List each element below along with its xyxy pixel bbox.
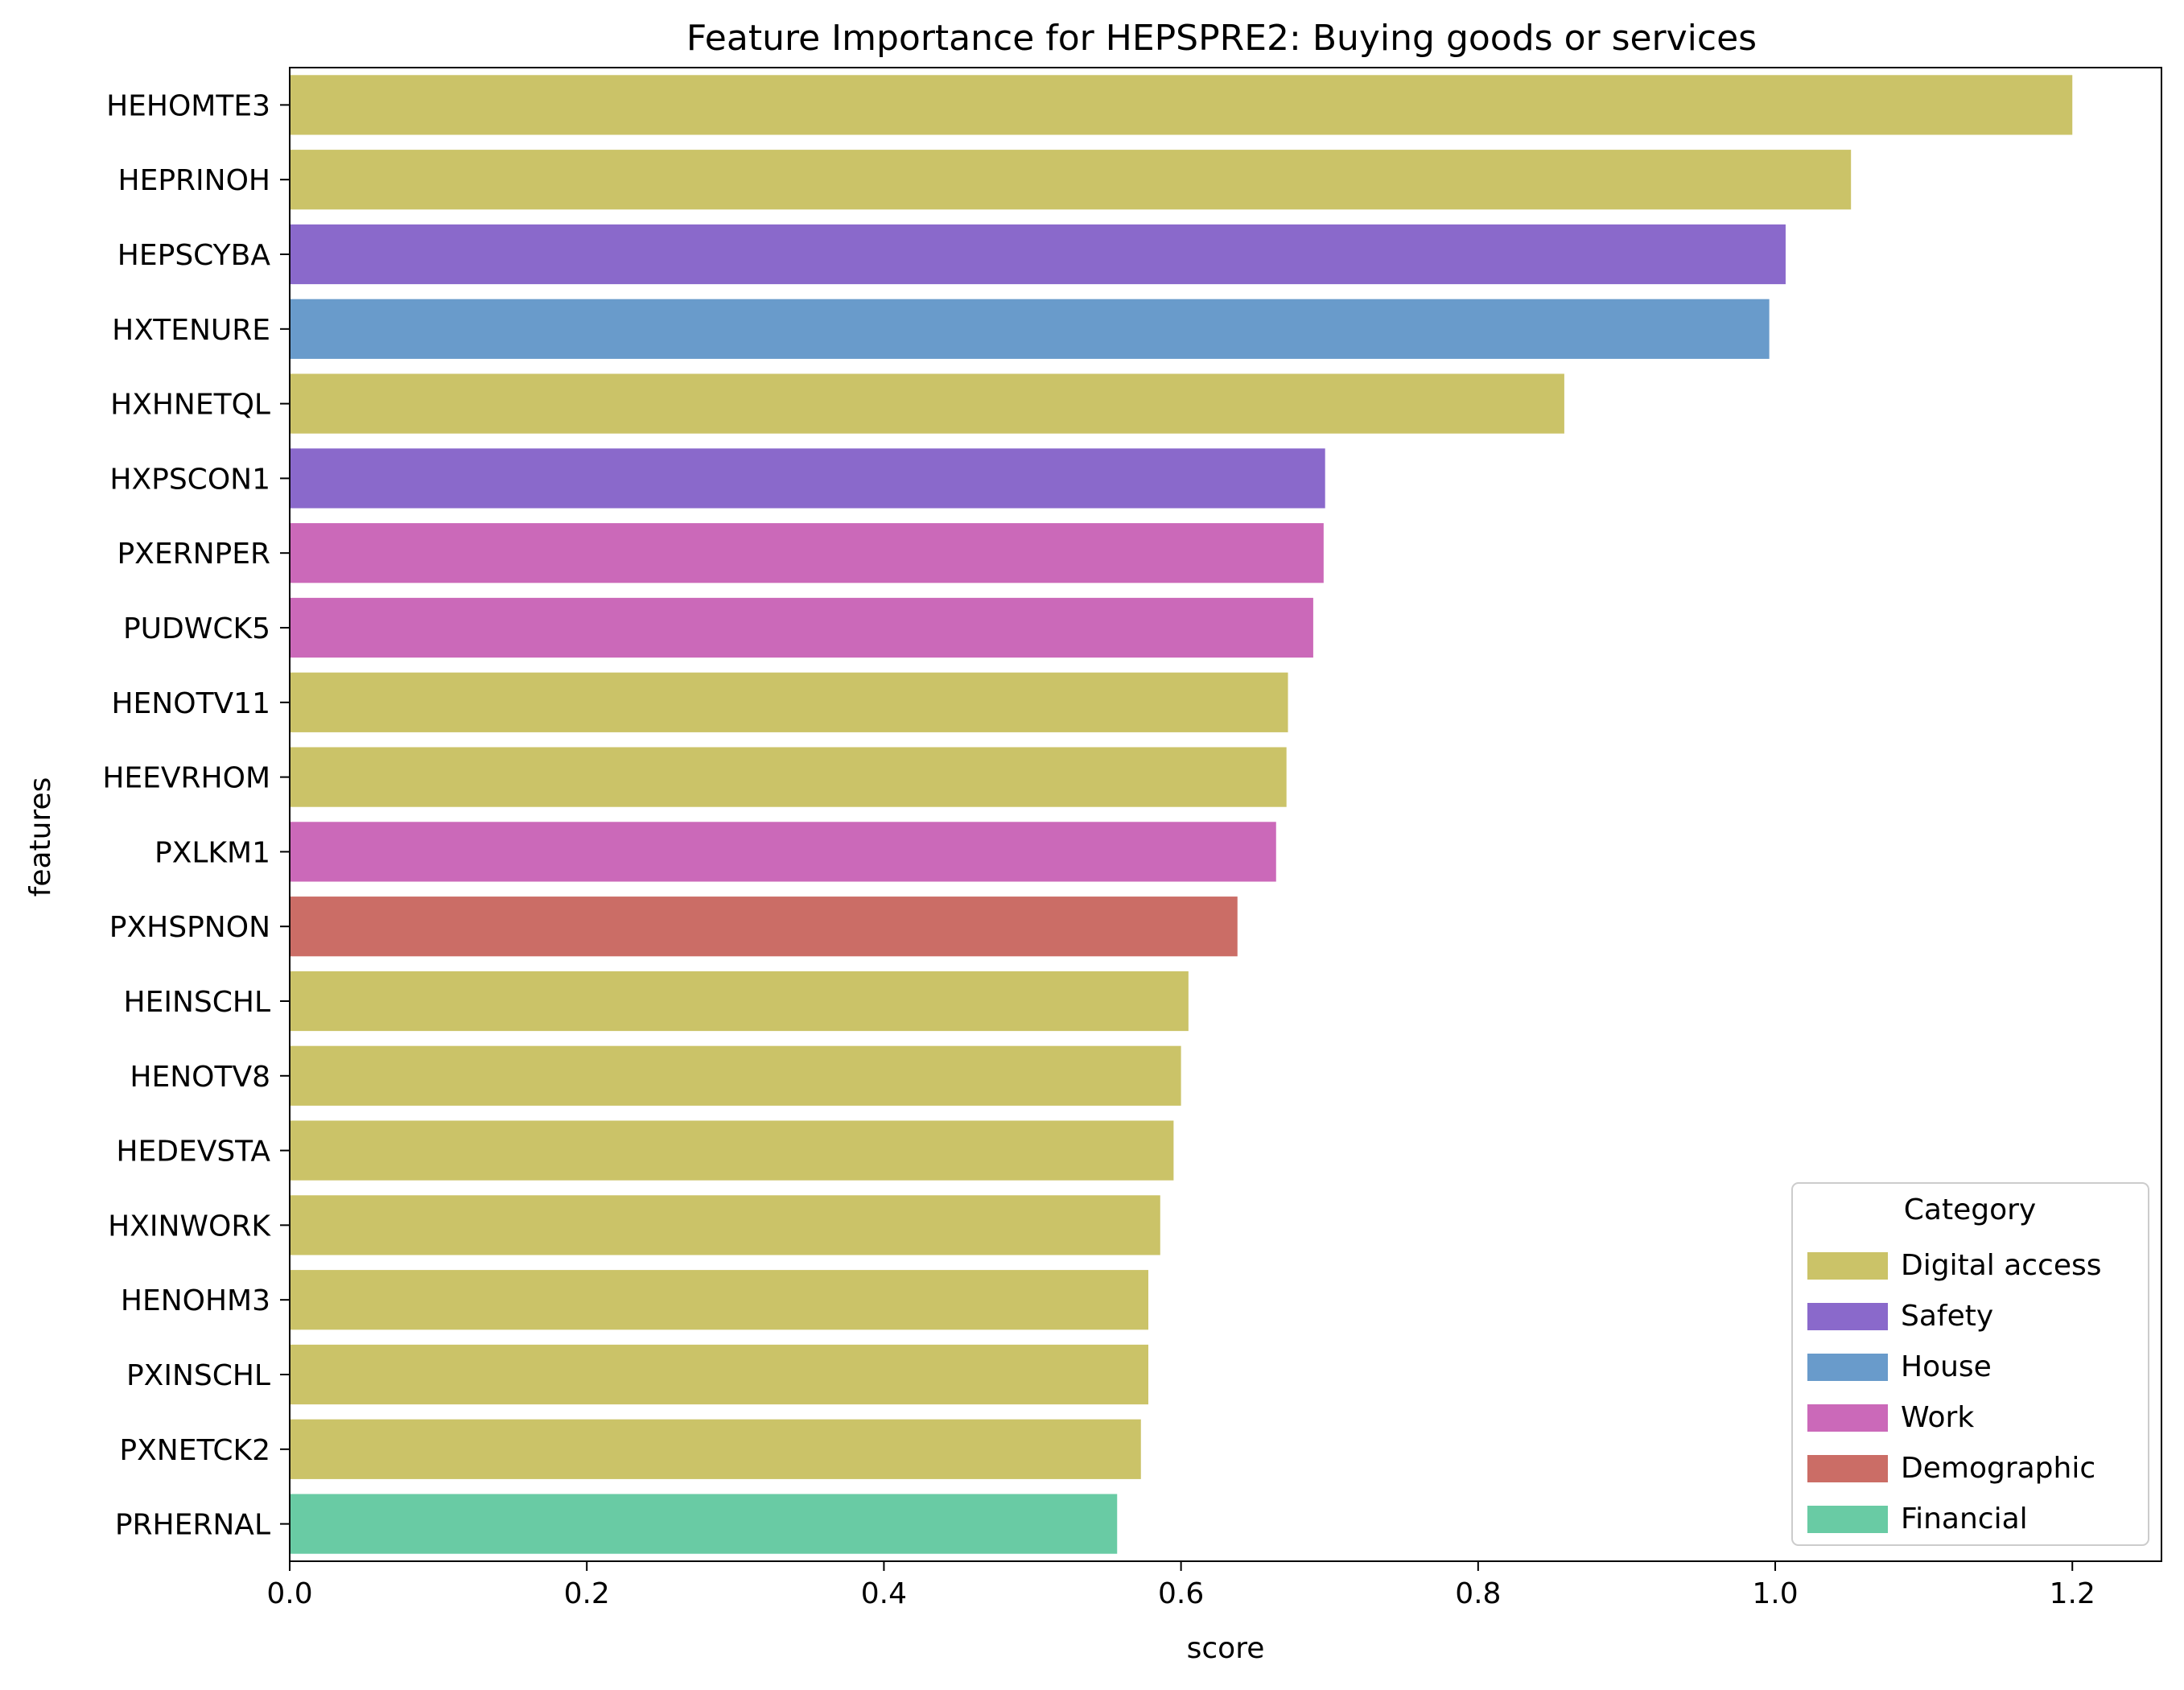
y-tick-label: PXLKM1	[155, 836, 270, 869]
legend-entries: Digital access Safety House Work Demographic…	[1807, 1249, 2102, 1535]
bar-hxhnetql	[290, 373, 1564, 434]
legend-swatch-work	[1807, 1404, 1888, 1432]
bar-hxpscon1	[290, 448, 1325, 509]
bar-heevrhom	[290, 747, 1287, 807]
y-tick-label: PUDWCK5	[123, 612, 270, 645]
x-tick-label: 0.8	[1455, 1577, 1501, 1610]
legend-label-house: House	[1901, 1350, 1992, 1383]
bar-prhernal	[290, 1494, 1118, 1554]
x-tick-group: 0.0 0.2 0.4 0.6 0.8 1.0 1.2	[266, 1561, 2095, 1610]
bar-pxnetck2	[290, 1419, 1141, 1479]
x-tick-label: 1.2	[2050, 1577, 2095, 1610]
legend-swatch-safety	[1807, 1303, 1888, 1330]
y-tick-label: HEHOMTE3	[106, 89, 270, 122]
legend-swatch-house	[1807, 1354, 1888, 1381]
legend-label-digital-access: Digital access	[1901, 1249, 2102, 1282]
y-tick-group: HEHOMTE3 HEPRINOH HEPSCYBA HXTENURE HXHNETQL…	[102, 89, 290, 1542]
y-tick-label: HXINWORK	[108, 1210, 271, 1243]
x-tick-label: 0.0	[266, 1577, 312, 1610]
legend-label-safety: Safety	[1901, 1300, 1993, 1333]
bar-pxlkm1	[290, 822, 1276, 882]
y-tick-label: PXINSCHL	[126, 1359, 270, 1392]
legend-label-financial: Financial	[1901, 1502, 2028, 1535]
bar-heinschl	[290, 971, 1189, 1032]
x-axis-label: score	[1187, 1632, 1265, 1665]
x-tick-label: 1.0	[1752, 1577, 1798, 1610]
x-tick-label: 0.2	[564, 1577, 610, 1610]
y-tick-label: HENOTV11	[111, 687, 270, 720]
y-tick-label: HEEVRHOM	[102, 762, 270, 795]
bar-hehomte3	[290, 75, 2073, 135]
bar-henotv11	[290, 672, 1288, 732]
legend-swatch-financial	[1807, 1506, 1888, 1533]
plot-frame	[289, 67, 2162, 1562]
y-tick-label: PRHERNAL	[115, 1509, 270, 1542]
y-axis-label: features	[24, 777, 57, 897]
y-tick-label: PXNETCK2	[119, 1434, 270, 1467]
y-tick-label: HENOHM3	[121, 1284, 270, 1317]
bar-pxinschl	[290, 1344, 1149, 1405]
y-tick-label: HEDEVSTA	[116, 1136, 270, 1169]
bar-hepscyba	[290, 224, 1786, 285]
y-tick-label: HXHNETQL	[110, 389, 270, 422]
y-tick-label: HXPSCON1	[109, 463, 270, 496]
legend-title: Category	[1904, 1193, 2036, 1226]
y-tick-label: HENOTV8	[130, 1061, 270, 1094]
bar-pxhspnon	[290, 897, 1238, 957]
bar-henohm3	[290, 1270, 1149, 1330]
legend-label-work: Work	[1901, 1401, 1974, 1434]
y-tick-label: HXTENURE	[112, 314, 270, 347]
bar-pxernper	[290, 523, 1324, 583]
legend-swatch-demographic	[1807, 1455, 1888, 1482]
bar-pudwck5	[290, 597, 1313, 658]
chart-title: Feature Importance for HEPSPRE2: Buying …	[686, 18, 1757, 59]
y-tick-label: HEPSCYBA	[117, 239, 271, 272]
bar-heprinoh	[290, 150, 1852, 210]
y-tick-label: HEPRINOH	[118, 164, 271, 197]
x-tick-label: 0.4	[861, 1577, 907, 1610]
legend-swatch-digital-access	[1807, 1252, 1888, 1280]
bar-henotv8	[290, 1045, 1181, 1106]
bar-hedevsta	[290, 1120, 1174, 1181]
y-tick-label: PXERNPER	[117, 538, 270, 571]
y-tick-label: HEINSCHL	[124, 986, 270, 1019]
legend: Category Digital access Safety House Work De…	[1791, 1182, 2149, 1546]
bars-group	[290, 75, 2073, 1554]
y-tick-label: PXHSPNON	[109, 911, 270, 944]
x-tick-label: 0.6	[1158, 1577, 1204, 1610]
legend-label-demographic: Demographic	[1901, 1452, 2095, 1485]
bar-hxinwork	[290, 1195, 1160, 1255]
bar-hxtenure	[290, 299, 1770, 359]
